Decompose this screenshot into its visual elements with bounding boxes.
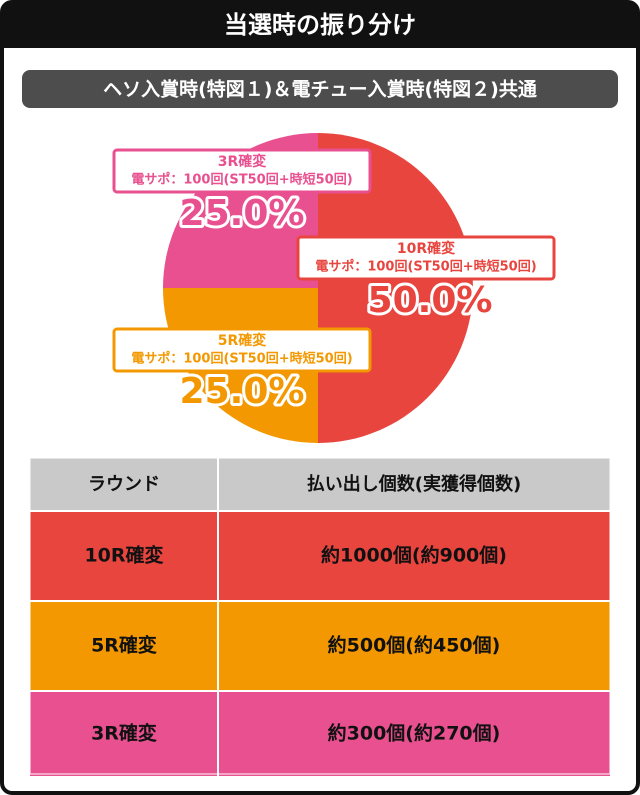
table-cell: 3R確変	[91, 722, 157, 745]
label-box	[112, 148, 372, 194]
table-row	[30, 692, 610, 776]
slice-annotation: 電サポ：100回(ST50回+時短50回)	[131, 351, 352, 367]
table-border	[29, 457, 611, 775]
title-bar	[2, 2, 638, 48]
table-row	[30, 602, 610, 690]
slice-category: 5R確変	[218, 332, 267, 349]
column-header: ラウンド	[88, 474, 160, 495]
value-label: 50.0%	[368, 280, 493, 321]
value-label: 25.0%	[180, 371, 305, 412]
table: ラウンド 払い出し個数(実獲得個数)10R確変 約1000個(約900個)5R確変約…	[29, 457, 611, 776]
pie-labels: 10R確変電サポ：100回(ST50回+時短50回)50.0%5R確変電サポ：1…	[112, 148, 556, 415]
table-cell: 5R確変	[91, 634, 157, 657]
label-box	[296, 235, 556, 281]
column-header: 払い出し個数(実獲得個数)	[307, 473, 521, 495]
header-row	[30, 458, 610, 510]
table-cell: 約1000個(約900個)	[321, 544, 507, 567]
table-row	[30, 512, 610, 600]
label-box	[112, 327, 372, 373]
value-label: 25.0%	[180, 193, 305, 234]
title: 当選時の振り分け	[224, 11, 416, 39]
slice-category: 3R確変	[218, 153, 267, 170]
subtitle: ヘソ入賞時(特図１)＆電チュー入賞時(特図２)共通	[103, 78, 538, 101]
slice-category: 10R確変	[397, 240, 455, 257]
slice-annotation: 電サポ：100回(ST50回+時短50回)	[315, 259, 536, 275]
subtitle-box	[22, 70, 618, 108]
table-cell: 約500個(約450個)	[328, 634, 501, 657]
table-cell: 10R確変	[84, 544, 163, 567]
slice-annotation: 電サポ：100回(ST50回+時短50回)	[131, 172, 352, 188]
table-cell: 約300個(約270個)	[328, 722, 501, 745]
